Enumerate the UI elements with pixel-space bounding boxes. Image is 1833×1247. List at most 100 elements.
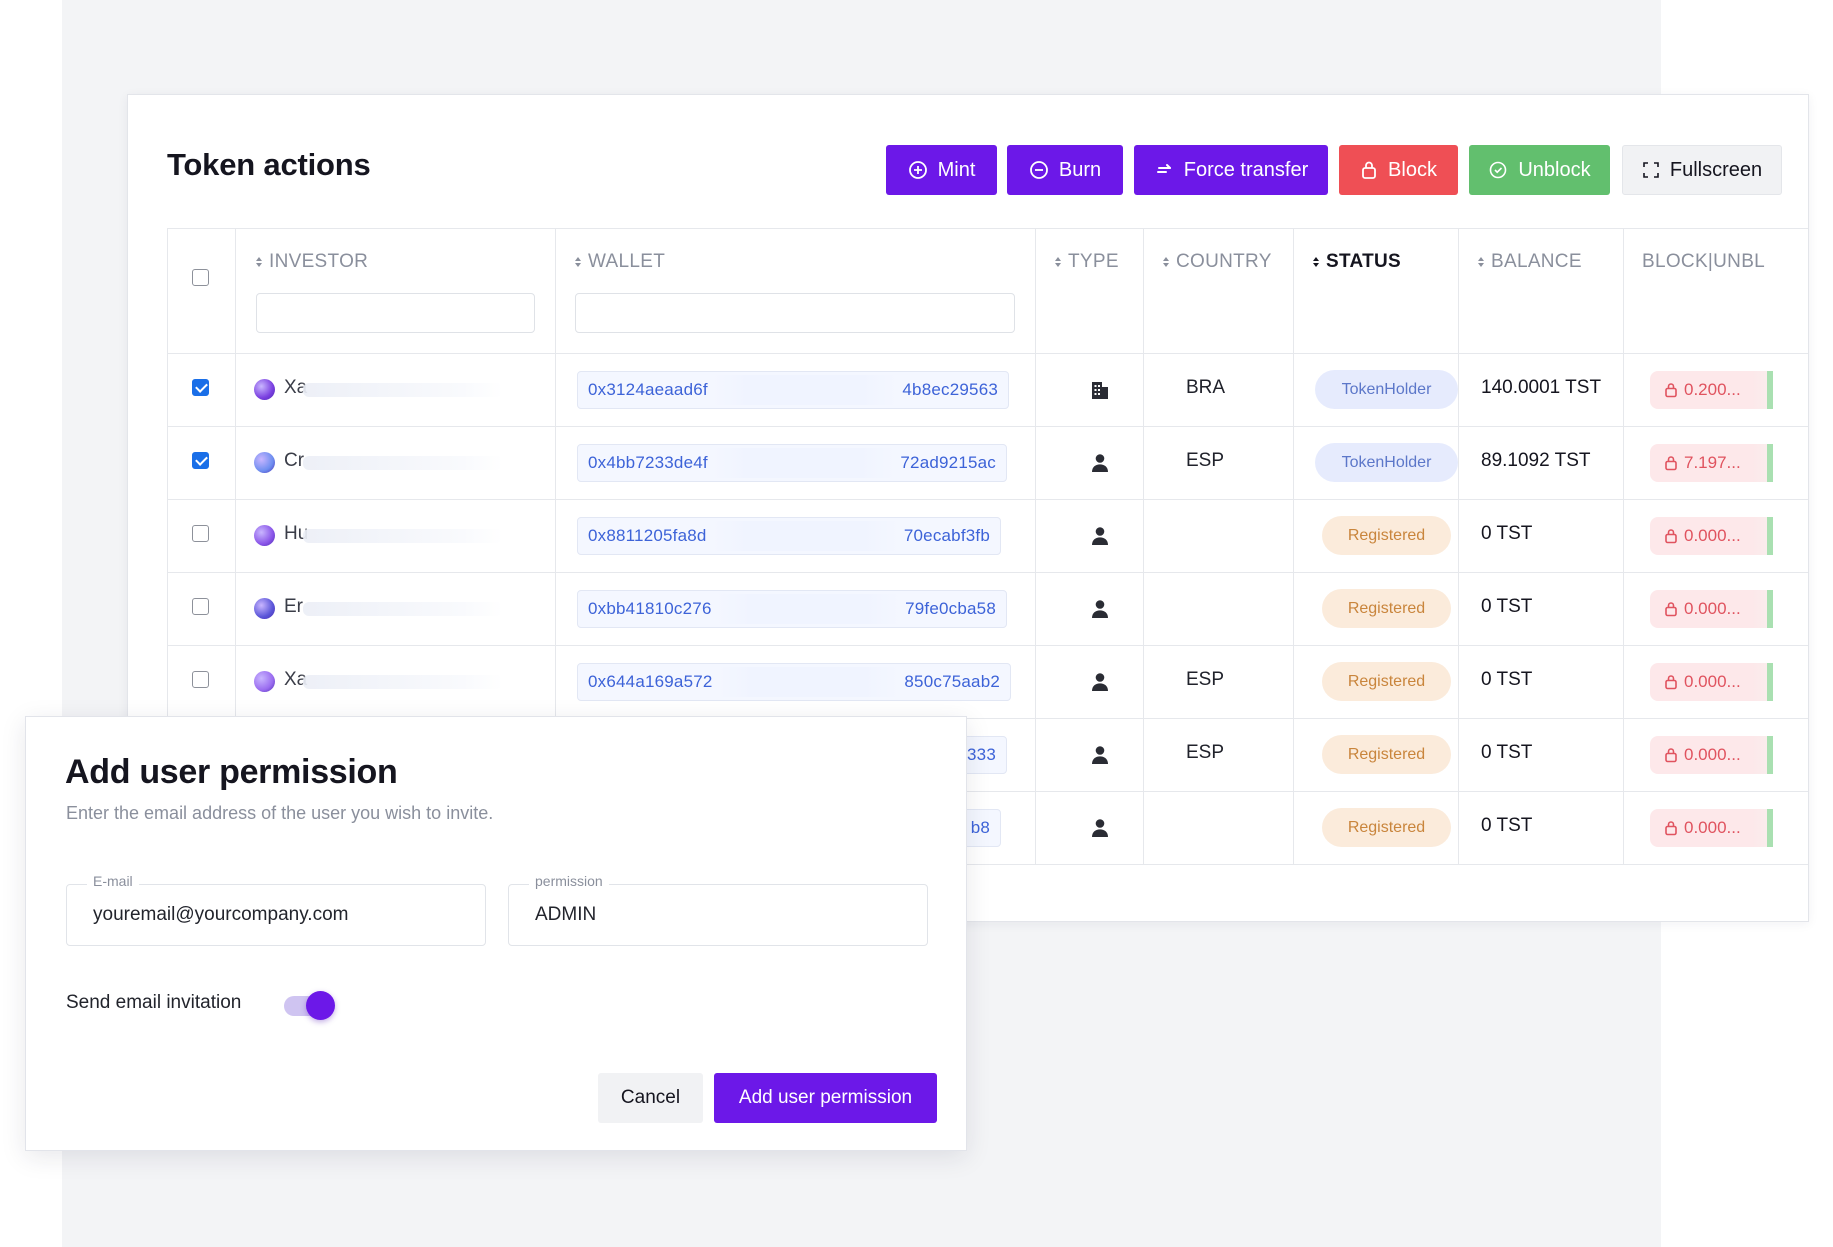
block-amount: 0.000... [1684, 818, 1741, 837]
wallet-address[interactable]: 0x644a169a572 850c75aab2 [577, 663, 1011, 701]
column-header-status[interactable]: STATUS [1313, 251, 1401, 273]
wallet-end: b8 [970, 818, 990, 837]
company-icon [1089, 379, 1111, 401]
dialog-subtitle: Enter the email address of the user you … [66, 803, 494, 823]
investor-filter-input[interactable] [256, 293, 535, 333]
person-icon [1089, 452, 1111, 474]
unblock-label: Unblock [1518, 158, 1591, 181]
minus-circle-icon [1029, 161, 1048, 179]
block-amount-chip[interactable]: 0.000... [1650, 809, 1773, 847]
lock-icon [1664, 382, 1678, 398]
add-user-permission-button[interactable]: Add user permission [714, 1073, 937, 1123]
mint-button[interactable]: Mint [886, 145, 997, 195]
permission-field[interactable]: permission [508, 873, 928, 946]
column-header-country[interactable]: COUNTRY [1163, 251, 1272, 273]
table-row[interactable]: Cr 0x4bb7233de4f 72ad9215ac ESP TokenHolder 8… [168, 426, 1808, 499]
unblock-button[interactable]: Unblock [1469, 145, 1610, 195]
force-transfer-button[interactable]: Force transfer [1134, 145, 1328, 195]
wallet-start: 0xbb41810c276 [588, 599, 712, 618]
email-input[interactable] [93, 904, 463, 926]
row-checkbox[interactable] [192, 452, 209, 469]
block-button[interactable]: Block [1339, 145, 1458, 195]
status-badge: Registered [1322, 589, 1451, 628]
balance: 0 TST [1481, 523, 1533, 544]
column-header-type[interactable]: TYPE [1055, 251, 1119, 273]
email-field[interactable]: E-mail [66, 873, 486, 946]
cancel-button[interactable]: Cancel [598, 1073, 703, 1123]
country: ESP [1186, 669, 1225, 690]
block-amount-chip[interactable]: 0.200... [1650, 371, 1773, 409]
table-row[interactable]: Xa 0x3124aeaad6f 4b8ec29563 BRA TokenHolder 1… [168, 353, 1808, 426]
wallet-address[interactable]: 0xbb41810c276 79fe0cba58 [577, 590, 1007, 628]
wallet-end: 70ecabf3fb [903, 526, 990, 545]
transfer-icon [1156, 164, 1171, 173]
block-amount-chip[interactable]: 0.000... [1650, 663, 1773, 701]
lock-icon [1664, 747, 1678, 763]
avatar [254, 452, 275, 473]
check-circle-icon [1490, 161, 1507, 179]
lock-icon [1664, 601, 1678, 617]
fullscreen-button[interactable]: Fullscreen [1622, 145, 1782, 195]
wallet-start: 0x8811205fa8d [588, 526, 707, 545]
redacted-name [303, 383, 503, 397]
mint-label: Mint [937, 158, 976, 181]
lock-icon [1664, 674, 1678, 690]
investor-name[interactable]: Er [284, 596, 303, 617]
block-amount: 0.000... [1684, 526, 1741, 545]
burn-button[interactable]: Burn [1007, 145, 1123, 195]
send-invitation-toggle[interactable] [282, 990, 340, 1020]
wallet-end: 4b8ec29563 [902, 380, 998, 399]
row-checkbox[interactable] [192, 671, 209, 688]
redacted-name [303, 529, 503, 543]
row-checkbox[interactable] [192, 525, 209, 542]
column-header-block-unblock[interactable]: BLOCK|UNBL [1642, 251, 1766, 272]
wallet-address[interactable]: 0x3124aeaad6f 4b8ec29563 [577, 371, 1009, 409]
investor-name[interactable]: Cr [284, 450, 305, 471]
country: ESP [1186, 450, 1225, 471]
column-header-wallet[interactable]: WALLET [575, 251, 665, 273]
person-icon [1089, 525, 1111, 547]
table-row[interactable]: Er 0xbb41810c276 79fe0cba58 Registered 0 TST… [168, 572, 1808, 645]
column-header-investor[interactable]: INVESTOR [256, 251, 368, 273]
block-amount-chip[interactable]: 0.000... [1650, 736, 1773, 774]
status-badge: Registered [1322, 735, 1451, 774]
sort-icon [1478, 257, 1484, 267]
select-all-checkbox[interactable] [192, 269, 209, 286]
dialog-title: Add user permission [65, 753, 398, 791]
wallet-end: 850c75aab2 [904, 672, 1000, 691]
row-checkbox[interactable] [192, 379, 209, 396]
wallet-start: 0x4bb7233de4f [588, 453, 708, 472]
card-title: Token actions [167, 147, 371, 182]
redacted-name [303, 675, 503, 689]
block-amount-chip[interactable]: 0.000... [1650, 517, 1773, 555]
block-amount-chip[interactable]: 0.000... [1650, 590, 1773, 628]
avatar [254, 525, 275, 546]
person-icon [1089, 744, 1111, 766]
fullscreen-label: Fullscreen [1669, 158, 1763, 181]
investor-name[interactable]: Hu [284, 523, 309, 544]
person-icon [1089, 598, 1111, 620]
table-row[interactable]: Xa 0x644a169a572 850c75aab2 ESP Registered 0 … [168, 645, 1808, 718]
block-amount: 7.197... [1684, 453, 1741, 472]
column-header-balance[interactable]: BALANCE [1478, 251, 1582, 273]
plus-circle-icon [908, 161, 927, 179]
investor-name[interactable]: Xa [284, 377, 308, 398]
wallet-address[interactable]: 0x8811205fa8d 70ecabf3fb [577, 517, 1001, 555]
redacted-wallet [716, 667, 901, 697]
avatar [254, 598, 275, 619]
email-label: E-mail [87, 873, 139, 889]
permission-input[interactable] [535, 904, 905, 926]
wallet-filter-input[interactable] [575, 293, 1015, 333]
status-badge: TokenHolder [1315, 370, 1458, 409]
wallet-address[interactable]: 0x4bb7233de4f 72ad9215ac [577, 444, 1007, 482]
redacted-name [303, 456, 503, 470]
investor-name[interactable]: Xa [284, 669, 308, 690]
row-checkbox[interactable] [192, 598, 209, 615]
lock-icon [1664, 528, 1678, 544]
block-amount-chip[interactable]: 7.197... [1650, 444, 1773, 482]
table-row[interactable]: Hu 0x8811205fa8d 70ecabf3fb Registered 0 TST… [168, 499, 1808, 572]
balance: 0 TST [1481, 815, 1533, 836]
sort-icon [1055, 257, 1061, 267]
permission-label: permission [529, 873, 609, 889]
balance: 89.1092 TST [1481, 450, 1591, 471]
